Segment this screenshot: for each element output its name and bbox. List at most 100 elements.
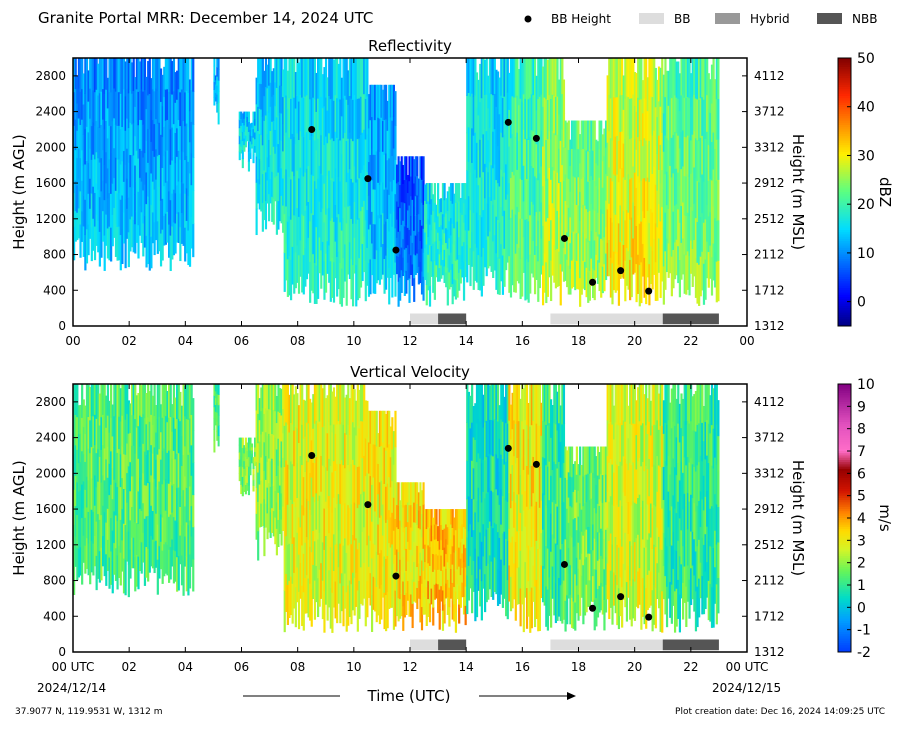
x-tick-label: 00 UTC (726, 660, 769, 674)
echo-cell (192, 124, 194, 158)
echo-cell (408, 278, 410, 303)
echo-segment (607, 58, 664, 306)
echo-cell (439, 609, 441, 630)
echo-cell (416, 156, 418, 176)
y-tick-label: 1600 (35, 502, 66, 516)
echo-segment (424, 183, 467, 307)
echo-cell (717, 139, 719, 180)
echo-cell (413, 278, 415, 302)
y-right-tick-label: 4112 (754, 69, 785, 83)
legend-label: BB (674, 12, 690, 26)
colorbar-label: dBZ (876, 177, 894, 207)
echo-cell (455, 612, 457, 633)
y-right-tick-label: 2512 (754, 212, 785, 226)
legend-label: BB Height (551, 12, 611, 26)
echo-cell (125, 560, 127, 596)
echo-cell (394, 411, 396, 447)
x-tick-label: 22 (683, 660, 698, 674)
echo-cell (252, 154, 254, 163)
y-right-tick-label: 2912 (754, 502, 785, 516)
echo-cell (394, 447, 396, 483)
echo-cell (192, 494, 194, 527)
legend-swatch (715, 13, 740, 24)
y-tick-label: 400 (43, 283, 66, 297)
legend-label: NBB (852, 12, 877, 26)
y-right-tick-label: 1712 (754, 283, 785, 297)
colorbar-tick-label: 0 (857, 295, 866, 311)
precip-bar-bb (550, 639, 662, 650)
echo-cell (717, 506, 719, 542)
echo-cell (252, 485, 254, 491)
echo-cell (248, 112, 250, 122)
echo-cell (192, 559, 194, 592)
y-right-tick-label: 2112 (754, 248, 785, 262)
y-tick-label: 2400 (35, 431, 66, 445)
colorbar-tick-label: 30 (857, 148, 875, 164)
echo-cell (717, 260, 719, 301)
echo-segment (256, 58, 285, 235)
echo-cell (192, 190, 194, 224)
bb-height-point (645, 614, 652, 621)
echo-cell (248, 161, 250, 171)
echo-cell (563, 79, 565, 113)
echo-cell (242, 158, 244, 168)
echo-cell (192, 58, 194, 92)
y-tick-label: 0 (58, 645, 66, 659)
echo-cell (218, 113, 220, 125)
echo-cell (448, 607, 450, 627)
y-tick-label: 2000 (35, 466, 66, 480)
echo-cell (717, 577, 719, 613)
echo-cell (218, 425, 220, 436)
echo-segment (284, 384, 369, 633)
echo-segment (663, 384, 720, 633)
echo-cell (717, 471, 719, 507)
y-axis-label: Height (m AGL) (10, 460, 28, 575)
x-tick-label: 00 (65, 334, 80, 348)
bb-height-point (308, 452, 315, 459)
echo-segment (542, 384, 565, 631)
echo-segment (396, 482, 425, 631)
echo-segment (663, 58, 720, 306)
y-right-tick-label: 2912 (754, 176, 785, 190)
y-right-tick-label: 2112 (754, 574, 785, 588)
legend-dot-marker (525, 16, 532, 23)
echo-cell (265, 200, 267, 229)
panel-title: Reflectivity (368, 37, 452, 55)
x-tick-label: 00 UTC (52, 660, 95, 674)
echo-cell (717, 179, 719, 220)
bb-height-point (364, 501, 371, 508)
echo-segment (607, 384, 664, 633)
y-right-axis-label: Height (m MSL) (789, 460, 807, 576)
echo-cell (563, 384, 565, 424)
x-tick-label: 02 (122, 334, 137, 348)
echo-cell (192, 462, 194, 495)
echo-cell (218, 91, 220, 103)
x-tick-label: 02 (122, 660, 137, 674)
x-tick-label: 06 (234, 334, 249, 348)
x-tick-label: 10 (346, 660, 361, 674)
x-tick-label: 14 (459, 660, 474, 674)
bb-height-point (505, 445, 512, 452)
y-right-tick-label: 3312 (754, 140, 785, 154)
echo-cell (366, 58, 368, 96)
panel-title: Vertical Velocity (350, 363, 470, 381)
echo-cell (422, 482, 424, 505)
echo-cell (249, 153, 251, 159)
x-tick-label: 16 (515, 334, 530, 348)
echo-segment (213, 384, 219, 452)
y-tick-label: 2000 (35, 140, 66, 154)
echo-segment (239, 112, 256, 172)
y-right-tick-label: 2512 (754, 538, 785, 552)
echo-cell (218, 102, 220, 114)
echo-cell (218, 69, 220, 81)
precip-bar-nbb (438, 639, 466, 650)
y-tick-label: 2800 (35, 69, 66, 83)
echo-cell (192, 398, 194, 431)
echo-cell (432, 607, 434, 625)
bb-height-point (392, 247, 399, 254)
precip-bar-bb (410, 639, 438, 650)
